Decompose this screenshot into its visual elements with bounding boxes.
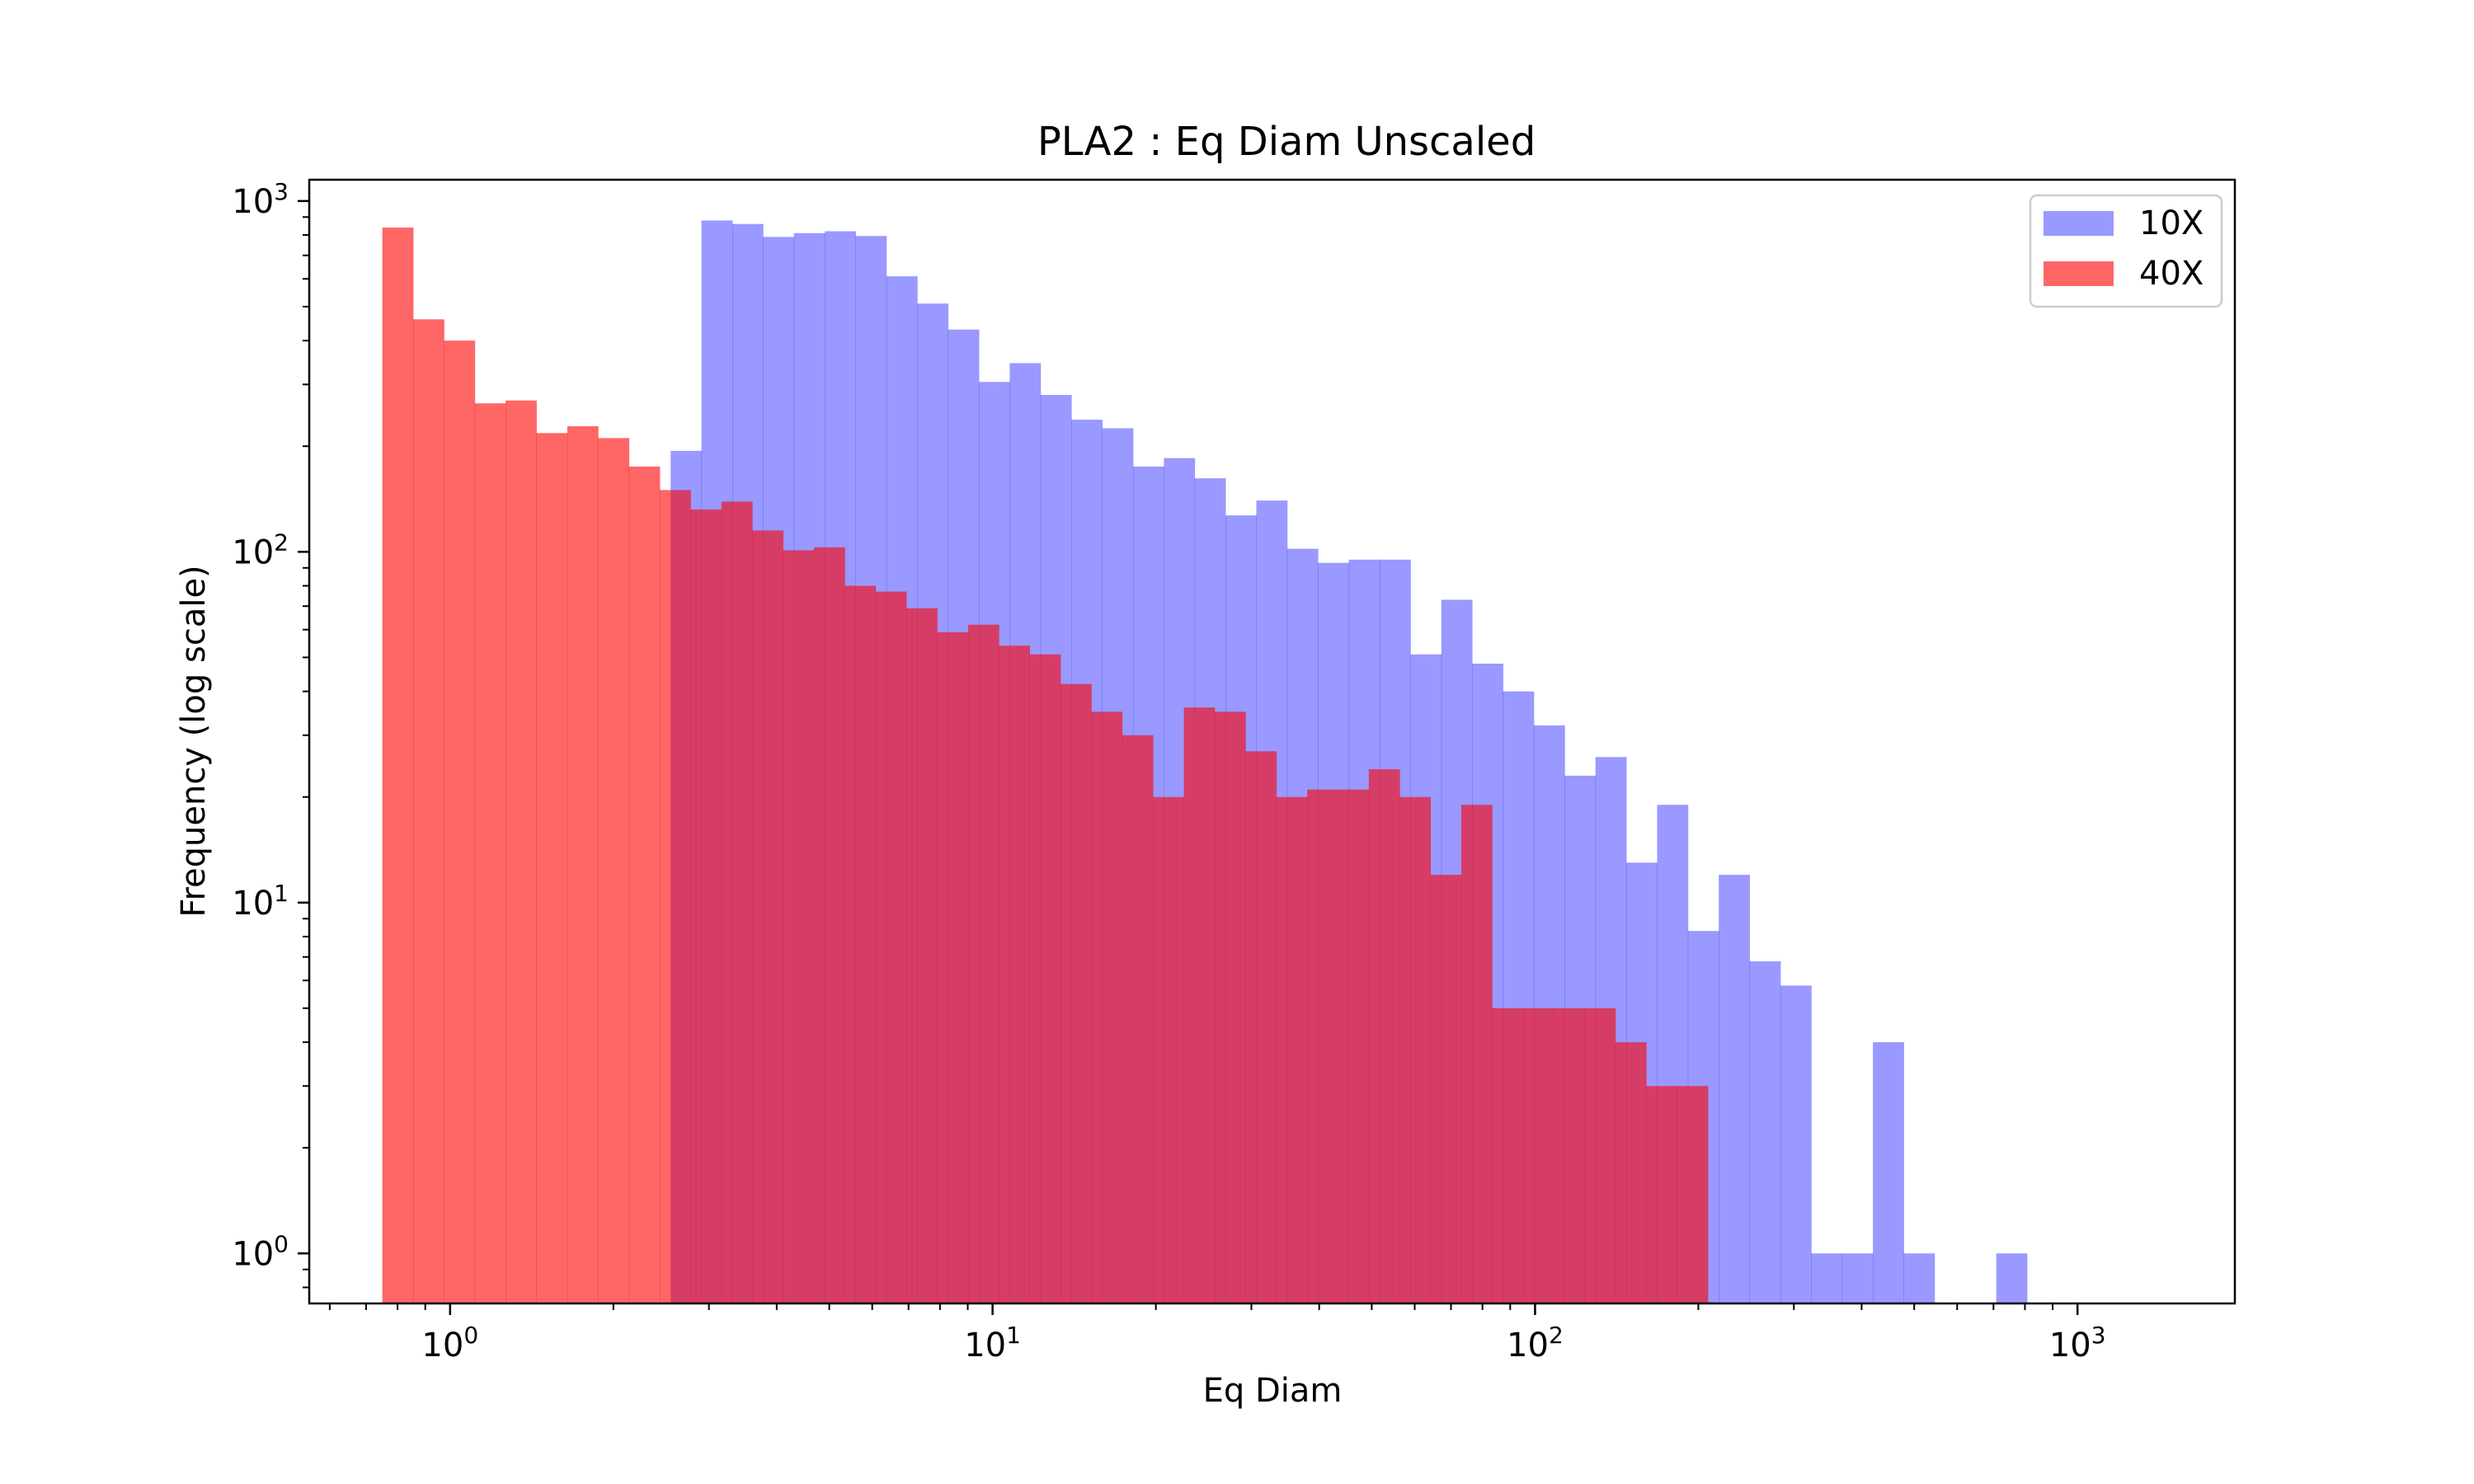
- bar-10x-43: [1996, 1253, 2028, 1303]
- bar-40x-38: [1554, 1007, 1585, 1303]
- bar-40x-23: [1091, 711, 1123, 1303]
- x-tick-label-base: 10: [2049, 1327, 2091, 1364]
- bar-40x-18: [937, 632, 969, 1303]
- x-axis: 100 101 102 103: [328, 1303, 2106, 1364]
- bar-10x-36: [1780, 985, 1812, 1303]
- bar-40x-34: [1430, 875, 1462, 1303]
- bar-40x-25: [1153, 796, 1184, 1303]
- bar-40x-5: [536, 433, 568, 1303]
- y-tick-label: 101: [232, 880, 289, 923]
- y-tick-label-exponent: 2: [274, 528, 289, 556]
- y-tick-label-exponent: 1: [274, 880, 289, 907]
- bar-40x-37: [1522, 1007, 1554, 1303]
- bar-10x-35: [1749, 961, 1781, 1303]
- bar-40x-10: [690, 510, 722, 1303]
- bar-40x-22: [1061, 683, 1092, 1303]
- x-tick-label: 102: [1507, 1322, 1564, 1364]
- legend-swatch-10x: [2044, 211, 2114, 236]
- bar-40x-29: [1276, 796, 1308, 1303]
- x-tick-label: 101: [964, 1322, 1021, 1364]
- bar-40x-2: [444, 340, 476, 1303]
- bar-10x-38: [1841, 1253, 1874, 1303]
- bar-40x-31: [1338, 789, 1370, 1303]
- bar-40x-1: [412, 319, 444, 1303]
- chart-title: PLA2 : Eq Diam Unscaled: [1037, 119, 1536, 165]
- y-tick-label: 103: [232, 178, 289, 221]
- x-tick-label: 103: [2049, 1322, 2106, 1364]
- bar-40x-8: [628, 466, 661, 1303]
- x-axis-label: Eq Diam: [1203, 1372, 1343, 1410]
- x-tick-label-exponent: 3: [2091, 1322, 2106, 1349]
- bar-40x-33: [1399, 796, 1431, 1303]
- y-tick-label: 102: [232, 528, 289, 571]
- bar-40x-11: [721, 501, 753, 1303]
- bar-40x-7: [598, 438, 630, 1303]
- bar-40x-16: [875, 591, 907, 1303]
- bar-40x-21: [1029, 654, 1061, 1303]
- x-tick-label-base: 10: [964, 1327, 1006, 1364]
- bar-40x-19: [967, 624, 999, 1303]
- y-tick-label-exponent: 3: [274, 178, 289, 205]
- x-tick-label-exponent: 0: [463, 1322, 478, 1349]
- series-40x: [382, 228, 1709, 1304]
- x-tick-label: 100: [421, 1322, 478, 1364]
- bar-40x-4: [506, 400, 537, 1303]
- bar-40x-15: [844, 585, 877, 1303]
- legend-swatch-40x: [2044, 261, 2114, 286]
- y-tick-label-exponent: 0: [274, 1230, 289, 1257]
- y-tick-label-base: 10: [232, 885, 274, 923]
- bar-40x-12: [752, 530, 783, 1303]
- bar-40x-41: [1646, 1086, 1678, 1303]
- bar-10x-37: [1811, 1253, 1843, 1303]
- x-tick-label-base: 10: [421, 1327, 463, 1364]
- plot-frame: [308, 178, 2236, 1305]
- legend-label-40x: 40X: [2139, 255, 2204, 293]
- legend: 10X 40X: [2029, 194, 2223, 308]
- bar-40x-42: [1677, 1086, 1709, 1303]
- y-tick-label: 100: [232, 1230, 289, 1273]
- y-tick-label-base: 10: [232, 533, 274, 571]
- x-tick-label-exponent: 1: [1006, 1322, 1021, 1349]
- bar-40x-14: [813, 547, 845, 1303]
- bar-40x-13: [783, 550, 815, 1303]
- bar-40x-0: [382, 228, 414, 1303]
- bar-40x-6: [567, 426, 599, 1303]
- bar-10x-34: [1719, 875, 1750, 1303]
- bar-10x-40: [1903, 1253, 1935, 1303]
- bar-40x-30: [1307, 789, 1338, 1303]
- bar-40x-24: [1122, 735, 1154, 1303]
- bar-40x-39: [1584, 1007, 1616, 1303]
- bar-40x-9: [660, 490, 691, 1303]
- y-axis-label: Frequency (log scale): [175, 565, 213, 917]
- bar-40x-3: [474, 403, 506, 1304]
- legend-label-10x: 10X: [2139, 204, 2204, 242]
- bar-40x-17: [906, 608, 938, 1303]
- y-tick-label-base: 10: [232, 1235, 274, 1273]
- bar-40x-27: [1214, 711, 1246, 1303]
- bar-40x-26: [1183, 707, 1216, 1303]
- x-tick-label-exponent: 2: [1549, 1322, 1564, 1349]
- bar-40x-35: [1460, 805, 1493, 1303]
- bar-40x-32: [1368, 769, 1400, 1303]
- bar-40x-40: [1615, 1042, 1647, 1303]
- bar-40x-28: [1245, 751, 1277, 1303]
- bar-40x-36: [1492, 1007, 1524, 1303]
- x-tick-label-base: 10: [1507, 1327, 1549, 1364]
- y-tick-label-base: 10: [232, 183, 274, 221]
- bar-40x-20: [999, 646, 1031, 1303]
- bar-10x-39: [1873, 1042, 1904, 1303]
